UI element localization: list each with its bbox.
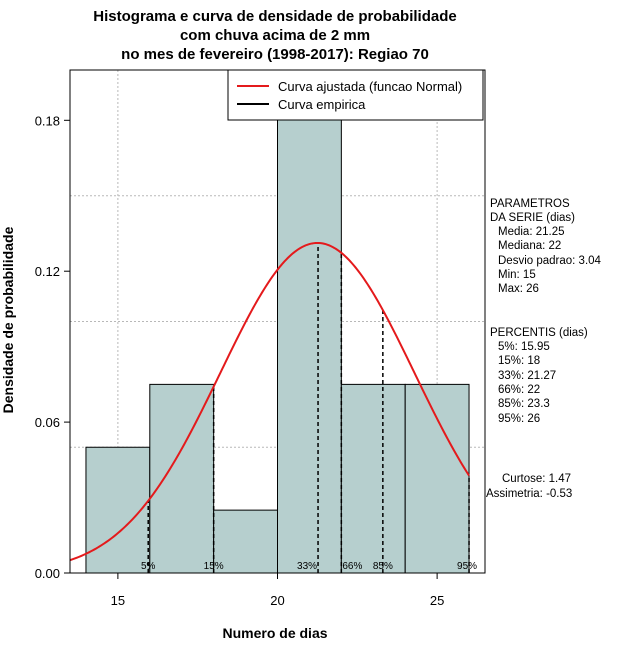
curtose-label: Curtose: 1.47 xyxy=(502,473,571,485)
percentile-label: 66% xyxy=(342,561,362,572)
y-tick-label: 0.18 xyxy=(35,113,60,128)
x-tick-label: 25 xyxy=(430,593,444,608)
percentil-33: 33%: 21.27 xyxy=(498,370,556,382)
fitted-normal-curve xyxy=(69,241,470,562)
param-desvio: Desvio padrao: 3.04 xyxy=(498,255,602,267)
percentile-label: 15% xyxy=(204,561,224,572)
histogram-bars xyxy=(85,69,470,574)
percentil-95: 95%: 26 xyxy=(498,413,540,425)
histogram-bar xyxy=(85,446,151,574)
chart-title-line-2: com chuva acima de 2 mm xyxy=(180,27,370,44)
histogram-bar xyxy=(340,383,406,574)
y-tick-label: 0.00 xyxy=(35,566,60,581)
percentile-label: 5% xyxy=(141,561,156,572)
x-axis: 15 20 25 xyxy=(111,573,444,608)
histogram-bar xyxy=(404,383,470,574)
stats-panel: PARAMETROS DA SERIE (dias) Media: 21.25 … xyxy=(486,198,602,500)
param-max: Max: 26 xyxy=(498,283,539,295)
y-tick-label: 0.06 xyxy=(35,415,60,430)
param-mediana: Mediana: 22 xyxy=(498,240,561,252)
assimetria-label: Assimetria: -0.53 xyxy=(486,488,572,500)
y-tick-label: 0.12 xyxy=(35,264,60,279)
x-tick-label: 15 xyxy=(111,593,125,608)
param-min: Min: 15 xyxy=(498,269,536,281)
percentil-66: 66%: 22 xyxy=(498,384,540,396)
legend: Curva ajustada (funcao Normal) Curva emp… xyxy=(227,69,484,121)
percentile-label: 33% xyxy=(297,561,317,572)
param-media: Media: 21.25 xyxy=(498,226,565,238)
y-axis-title: Densidade de probabilidade xyxy=(0,226,16,413)
percentis-title: PERCENTIS (dias) xyxy=(490,327,588,339)
x-tick-label: 20 xyxy=(270,593,284,608)
percentil-5: 5%: 15.95 xyxy=(498,341,550,353)
percentil-85: 85%: 23.3 xyxy=(498,398,550,410)
chart-title-line-1: Histograma e curva de densidade de proba… xyxy=(93,8,456,25)
percentile-label: 95% xyxy=(457,561,477,572)
x-axis-title: Numero de dias xyxy=(222,625,327,641)
histogram-bar xyxy=(213,509,278,574)
percentile-label: 85% xyxy=(373,561,393,572)
percentile-lines: 5% 15% 33% 66% 85% 95% xyxy=(141,242,477,573)
histogram-bar xyxy=(277,69,342,574)
percentil-15: 15%: 18 xyxy=(498,355,540,367)
legend-label-fitted: Curva ajustada (funcao Normal) xyxy=(278,79,462,94)
chart-title-line-3: no mes de fevereiro (1998-2017): Regiao … xyxy=(121,46,429,63)
histogram-bar xyxy=(149,383,215,574)
legend-box xyxy=(227,69,484,121)
y-axis: 0.00 0.06 0.12 0.18 xyxy=(35,113,70,581)
params-title-line-2: DA SERIE (dias) xyxy=(490,212,575,224)
legend-label-empirical: Curva empirica xyxy=(278,97,366,112)
params-title-line-1: PARAMETROS xyxy=(490,198,570,210)
